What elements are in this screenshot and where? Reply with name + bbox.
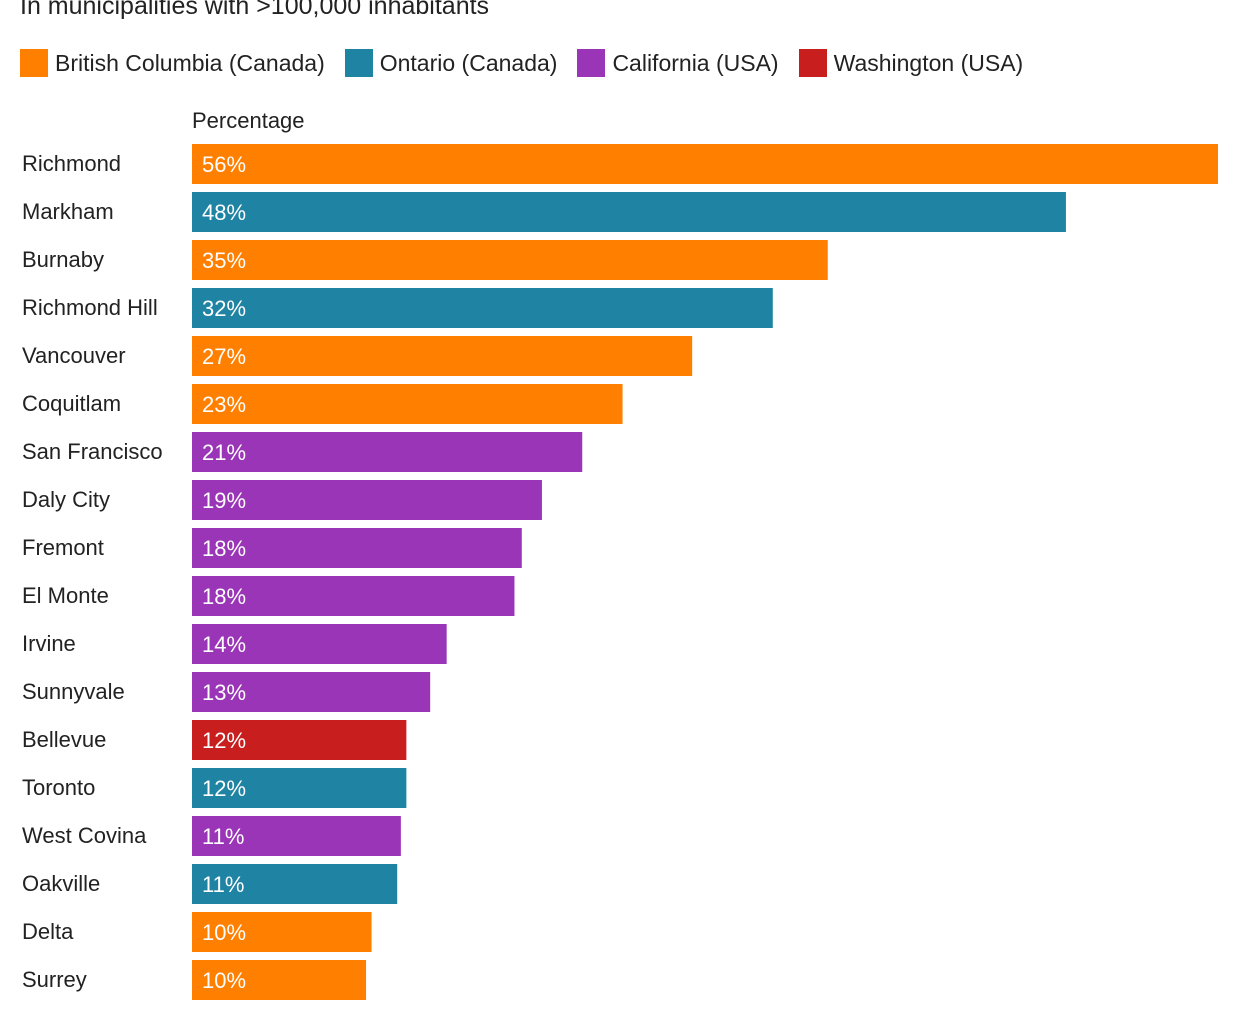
chart-subtitle: In municipalities with >100,000 inhabita… bbox=[20, 0, 490, 20]
category-label: Delta bbox=[22, 919, 74, 944]
category-label: Coquitlam bbox=[22, 391, 121, 416]
bar bbox=[192, 528, 522, 568]
legend-swatch bbox=[798, 49, 827, 77]
legend-label: British Columbia (Canada) bbox=[55, 49, 325, 76]
category-label: San Francisco bbox=[22, 439, 163, 464]
legend-label: Ontario (Canada) bbox=[379, 49, 558, 76]
data-label: 32% bbox=[202, 296, 246, 321]
data-label: 18% bbox=[202, 536, 246, 561]
data-label: 19% bbox=[202, 488, 246, 513]
bar bbox=[192, 960, 367, 1000]
data-label: 21% bbox=[202, 440, 246, 465]
legend-swatch bbox=[344, 49, 373, 77]
bar bbox=[192, 288, 773, 328]
legend-swatch bbox=[577, 49, 606, 77]
category-label: Fremont bbox=[22, 535, 104, 560]
bar bbox=[192, 384, 623, 424]
data-label: 35% bbox=[202, 248, 246, 273]
data-label: 14% bbox=[202, 632, 246, 657]
category-label: Richmond Hill bbox=[22, 295, 158, 320]
bar bbox=[192, 240, 828, 280]
bar bbox=[192, 432, 583, 472]
bar bbox=[192, 768, 407, 808]
bar bbox=[192, 912, 372, 952]
data-label: 12% bbox=[202, 728, 246, 753]
legend-swatch bbox=[20, 49, 48, 77]
legend-label: Washington (USA) bbox=[833, 49, 1024, 76]
legend: British Columbia (Canada) Ontario (Canada… bbox=[20, 49, 1023, 77]
bar bbox=[192, 480, 542, 520]
category-label: El Monte bbox=[22, 583, 109, 608]
data-label: 10% bbox=[202, 968, 246, 993]
bar bbox=[192, 624, 447, 664]
data-label: 23% bbox=[202, 392, 246, 417]
data-label: 18% bbox=[202, 584, 246, 609]
category-label: Irvine bbox=[22, 631, 76, 656]
category-label: Burnaby bbox=[22, 247, 104, 272]
category-label: Daly City bbox=[22, 487, 110, 512]
category-label: West Covina bbox=[22, 823, 147, 848]
column-header: Percentage bbox=[192, 108, 305, 133]
category-label: Bellevue bbox=[22, 727, 106, 752]
bar bbox=[192, 576, 515, 616]
category-label: Vancouver bbox=[22, 343, 126, 368]
bar bbox=[192, 672, 431, 712]
category-label: Oakville bbox=[22, 871, 100, 896]
category-label: Richmond bbox=[22, 151, 121, 176]
category-label: Markham bbox=[22, 199, 114, 224]
data-label: 12% bbox=[202, 776, 246, 801]
bar bbox=[192, 864, 398, 904]
data-label: 48% bbox=[202, 200, 246, 225]
category-label: Toronto bbox=[22, 775, 95, 800]
bar bbox=[192, 192, 1066, 232]
data-label: 11% bbox=[202, 872, 244, 897]
data-label: 13% bbox=[202, 680, 246, 705]
bar bbox=[192, 144, 1218, 184]
legend-item: Ontario (Canada) bbox=[344, 49, 558, 77]
data-label: 10% bbox=[202, 920, 246, 945]
legend-label: California (USA) bbox=[612, 49, 779, 76]
category-label: Surrey bbox=[22, 967, 87, 992]
data-label: 56% bbox=[202, 152, 246, 177]
category-label: Sunnyvale bbox=[22, 679, 125, 704]
bar bbox=[192, 336, 693, 376]
legend-item: British Columbia (Canada) bbox=[20, 49, 325, 77]
legend-item: California (USA) bbox=[577, 49, 779, 77]
data-label: 27% bbox=[202, 344, 246, 369]
data-label: 11% bbox=[202, 824, 244, 849]
bar bbox=[192, 720, 407, 760]
legend-item: Washington (USA) bbox=[798, 49, 1024, 77]
bar bbox=[192, 816, 401, 856]
